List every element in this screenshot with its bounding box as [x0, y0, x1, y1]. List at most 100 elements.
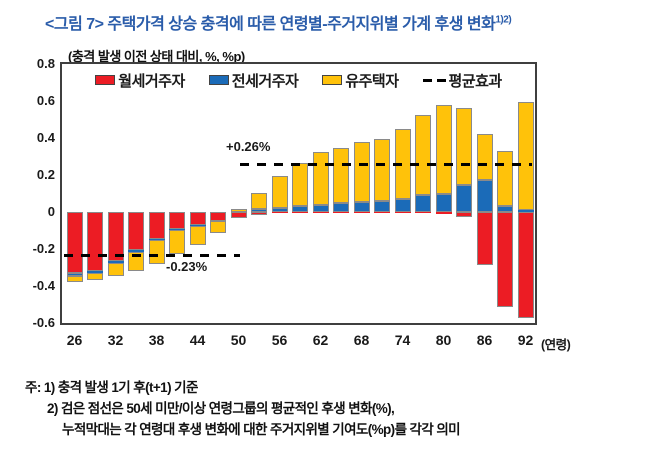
- legend: 월세거주자 전세거주자 유주택자 평균효과: [62, 67, 535, 93]
- bar-segment: [312, 212, 329, 213]
- legend-label: 전세거주자: [231, 72, 299, 90]
- bar-segment: [292, 212, 308, 213]
- legend-item-1: 전세거주자: [208, 70, 299, 91]
- bar-segment: [476, 212, 493, 266]
- y-tick-label: 0.4: [36, 130, 55, 145]
- y-tick-label: 0.6: [36, 93, 55, 108]
- bar-segment: [517, 102, 534, 211]
- bar-segment: [169, 228, 185, 231]
- bar-segment: [66, 273, 83, 277]
- figure-title-superscript: 1)2): [495, 14, 512, 26]
- x-tick-label: 56: [271, 332, 288, 348]
- bar-segment: [517, 212, 534, 319]
- y-tick-label: -0.6: [32, 315, 55, 330]
- bar-segment: [497, 150, 513, 207]
- bar-segment: [128, 249, 144, 252]
- bar-segment: [107, 260, 124, 263]
- bar-segment: [169, 212, 185, 229]
- bar-segment: [333, 202, 349, 212]
- figure-title: <그림 7> 주택가격 상승 충격에 따른 연령별-주거지위별 가계 후생 변화…: [45, 10, 512, 34]
- legend-label: 유주택자: [345, 72, 399, 90]
- legend-item-0: 월세거주자: [95, 70, 185, 91]
- bar-segment: [251, 212, 267, 216]
- bar-segment: [189, 225, 206, 227]
- dashed-line-icon: [422, 78, 446, 82]
- bar-segment: [456, 184, 472, 212]
- bar-segment: [148, 238, 165, 240]
- bar-segment: [230, 209, 247, 212]
- x-tick-label: 68: [353, 332, 370, 348]
- x-tick-label: 92: [517, 332, 534, 348]
- legend-swatch-icon: [95, 75, 116, 85]
- x-tick-label: 74: [394, 332, 411, 348]
- bar-segment: [189, 226, 206, 246]
- average-line-over-50: [240, 162, 532, 166]
- y-tick-label: 0.8: [36, 56, 55, 71]
- footnote-line-2: 2) 검은 점선은 50세 미만/이상 연령그룹의 평균적인 후생 변화(%),: [47, 401, 395, 416]
- bar-segment: [456, 108, 472, 185]
- bar-segment: [271, 176, 288, 208]
- x-tick-label: 32: [107, 332, 124, 348]
- bar-segment: [66, 276, 83, 283]
- bar-segment: [476, 134, 493, 180]
- bar-segment: [271, 207, 288, 212]
- y-tick-label: -0.4: [32, 278, 55, 293]
- bar-segment: [374, 139, 390, 202]
- bar-segment: [210, 220, 226, 222]
- bar-segment: [517, 210, 534, 212]
- bar-segment: [169, 230, 185, 254]
- bar-segment: [435, 194, 452, 212]
- bar-segment: [148, 239, 165, 264]
- x-tick-label: 86: [476, 332, 493, 348]
- x-tick-label: 62: [312, 332, 329, 348]
- bar-segment: [374, 212, 390, 213]
- bar-segment: [66, 212, 83, 274]
- bar-segment: [476, 179, 493, 212]
- bar-segment: [251, 192, 267, 210]
- x-tick-label: 50: [230, 332, 247, 348]
- y-tick-label: 0.2: [36, 167, 55, 182]
- bar-segment: [333, 212, 349, 213]
- bar-segment: [210, 221, 226, 233]
- legend-swatch-icon: [208, 75, 229, 85]
- x-tick-label: 38: [148, 332, 165, 348]
- bar-segment: [374, 201, 390, 212]
- bar-segment: [415, 212, 431, 213]
- annotation-plus-026: +0.26%: [226, 138, 271, 154]
- x-tick-label: 44: [189, 332, 206, 348]
- average-line-under-50: [64, 253, 240, 257]
- bar-segment: [87, 212, 103, 271]
- bar-segment: [251, 209, 267, 212]
- x-tick-label: 26: [66, 332, 83, 348]
- bar-segment: [415, 195, 431, 212]
- bar-segment: [87, 270, 103, 273]
- bar-segment: [497, 206, 513, 212]
- bar-segment: [456, 212, 472, 217]
- bar-segment: [353, 212, 370, 213]
- bar-segment: [107, 262, 124, 276]
- legend-label: 평균효과: [448, 72, 503, 90]
- footnote-line-1: 주: 1) 충격 발생 1기 후(t+1) 기준: [25, 380, 198, 395]
- footnote-line-3: 누적막대는 각 연령대 후생 변화에 대한 주거지위별 기여도(%p)를 각각 …: [62, 422, 461, 437]
- figure-title-text: <그림 7> 주택가격 상승 충격에 따른 연령별-주거지위별 가계 후생 변화: [45, 16, 496, 33]
- bar-segment: [230, 212, 247, 218]
- y-tick-label: 0: [47, 204, 55, 219]
- bar-segment: [497, 212, 513, 308]
- figure-subtitle: (충격 발생 이전 상태 대비, %, %p): [68, 49, 245, 64]
- bar-segment: [292, 162, 308, 207]
- bar-segment: [394, 212, 411, 213]
- bar-segment: [271, 212, 288, 214]
- bar-segment: [353, 201, 370, 212]
- legend-item-2: 유주택자: [322, 70, 399, 91]
- bar-segment: [107, 212, 124, 261]
- bar-segment: [353, 141, 370, 202]
- bar-segment: [292, 206, 308, 212]
- bar-segment: [87, 272, 103, 280]
- bar-segment: [210, 212, 226, 221]
- bar-segment: [394, 199, 411, 212]
- bar-segment: [415, 114, 431, 196]
- bar-segment: [333, 147, 349, 203]
- bar-segment: [128, 212, 144, 250]
- x-axis-unit-label: (연령): [541, 338, 571, 352]
